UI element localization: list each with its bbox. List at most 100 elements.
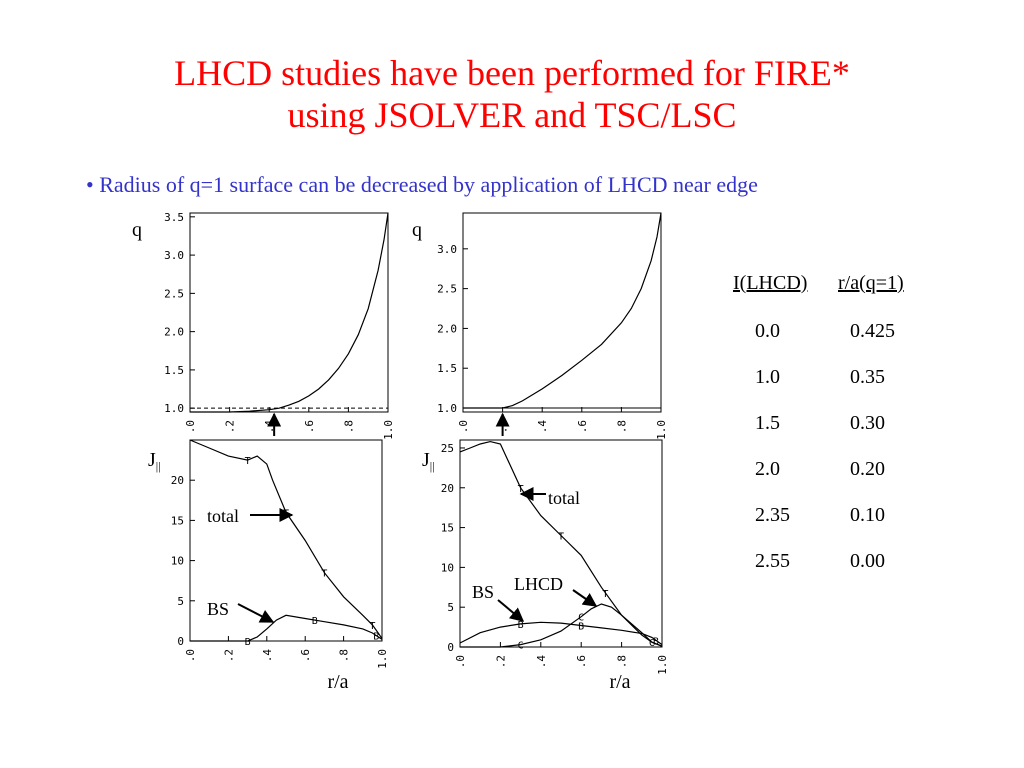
x-tick-label: .0 bbox=[457, 420, 470, 433]
x-tick-label: .2 bbox=[494, 655, 507, 668]
x-tick-label: .8 bbox=[338, 649, 351, 662]
x-tick-label: .0 bbox=[454, 655, 467, 668]
x-tick-label: .0 bbox=[184, 649, 197, 662]
y-axis-label: J|| bbox=[148, 449, 161, 473]
y-tick-label: 2.5 bbox=[437, 283, 457, 296]
series-marker-bs: B bbox=[578, 622, 584, 633]
series-marker-bs: B bbox=[373, 632, 379, 643]
series-line bbox=[463, 212, 662, 409]
table-cell: 1.0 bbox=[755, 366, 780, 388]
x-tick-label: 1.0 bbox=[655, 420, 668, 440]
x-tick-label: .4 bbox=[535, 655, 548, 669]
series-marker-bs: B bbox=[245, 637, 251, 648]
x-tick-label: .8 bbox=[342, 420, 355, 433]
x-tick-label: .2 bbox=[224, 420, 237, 433]
annotation-arrow bbox=[572, 589, 598, 607]
annotation-bs: BS bbox=[472, 582, 494, 602]
y-axis-label-subscript: || bbox=[430, 459, 435, 473]
x-tick-label: .6 bbox=[299, 649, 312, 662]
y-tick-label: 10 bbox=[171, 555, 184, 568]
plot-frame-4 bbox=[459, 439, 663, 648]
y-tick-label: 15 bbox=[171, 514, 184, 527]
x-tick-label: .4 bbox=[261, 649, 274, 663]
x-tick-label: 1.0 bbox=[656, 655, 669, 675]
table-header-ra: r/a(q=1) bbox=[838, 272, 904, 294]
y-tick-label: 0 bbox=[177, 635, 184, 648]
y-tick-label: 3.5 bbox=[164, 211, 184, 224]
y-tick-label: 10 bbox=[441, 561, 454, 574]
y-tick-label: 1.5 bbox=[437, 362, 457, 375]
table-cell: 0.30 bbox=[850, 412, 885, 434]
x-tick-label: .6 bbox=[303, 420, 316, 433]
y-tick-label: 3.0 bbox=[437, 243, 457, 256]
series-line-total bbox=[459, 440, 663, 647]
y-tick-label: 20 bbox=[171, 474, 184, 487]
annotation-arrow bbox=[497, 599, 525, 622]
x-tick-label: .2 bbox=[222, 649, 235, 662]
y-tick-label: 25 bbox=[441, 442, 454, 455]
plot-frame-2 bbox=[462, 212, 662, 413]
y-axis-label: q bbox=[132, 219, 142, 241]
annotation-lhcd: LHCD bbox=[514, 574, 563, 594]
series-marker-total: T bbox=[602, 589, 608, 600]
table-cell: 2.35 bbox=[755, 504, 790, 526]
annotation-total: total bbox=[548, 488, 580, 508]
slide-title: LHCD studies have been performed for FIR… bbox=[0, 52, 1024, 136]
annotation-total: total bbox=[207, 506, 239, 526]
y-tick-label: 15 bbox=[441, 522, 454, 535]
table-cell: 0.425 bbox=[850, 320, 895, 342]
annotation-arrow bbox=[237, 603, 275, 623]
table-cell: 1.5 bbox=[755, 412, 780, 434]
slide-title-line1: LHCD studies have been performed for FIR… bbox=[174, 53, 850, 93]
y-tick-label: 5 bbox=[177, 595, 184, 608]
series-line-bs bbox=[190, 614, 383, 642]
series-marker-total: T bbox=[321, 569, 327, 580]
y-axis-label: q bbox=[412, 219, 422, 241]
x-axis-label: r/a bbox=[327, 671, 348, 693]
series-marker-bs: B bbox=[312, 616, 318, 627]
y-tick-label: 1.5 bbox=[164, 364, 184, 377]
table-cell: 0.10 bbox=[850, 504, 885, 526]
y-axis-label-subscript: || bbox=[156, 459, 161, 473]
series-marker-total: T bbox=[558, 532, 564, 543]
y-tick-label: 2.5 bbox=[164, 287, 184, 300]
series-marker-lhcd: C bbox=[518, 641, 524, 652]
x-axis-label: r/a bbox=[609, 671, 630, 693]
x-tick-label: 1.0 bbox=[382, 420, 395, 440]
series-marker-total: T bbox=[283, 508, 289, 519]
x-tick-label: 1.0 bbox=[376, 649, 389, 669]
series-marker-lhcd: C bbox=[649, 638, 655, 649]
table-header-ilhcd: I(LHCD) bbox=[733, 272, 808, 294]
table-cell: 0.20 bbox=[850, 458, 885, 480]
y-tick-label: 1.0 bbox=[437, 402, 457, 415]
series-marker-total: T bbox=[245, 456, 251, 467]
plot-frame-3 bbox=[189, 439, 383, 642]
table-cell: 2.0 bbox=[755, 458, 780, 480]
x-tick-label: .6 bbox=[575, 655, 588, 668]
series-line bbox=[190, 212, 389, 413]
series-line-lhcd bbox=[460, 603, 663, 648]
y-tick-label: 3.0 bbox=[164, 249, 184, 262]
y-tick-label: 20 bbox=[441, 482, 454, 495]
x-tick-label: .0 bbox=[184, 420, 197, 433]
x-tick-label: .8 bbox=[615, 420, 628, 433]
bullet-point: • Radius of q=1 surface can be decreased… bbox=[86, 172, 758, 197]
y-tick-label: 2.0 bbox=[437, 322, 457, 335]
table-cell: 0.35 bbox=[850, 366, 885, 388]
y-tick-label: 2.0 bbox=[164, 326, 184, 339]
y-tick-label: 0 bbox=[447, 641, 454, 654]
series-line-bs bbox=[459, 621, 663, 646]
table-cell: 0.00 bbox=[850, 550, 885, 572]
slide-title-line2: using JSOLVER and TSC/LSC bbox=[287, 95, 737, 135]
y-tick-label: 1.0 bbox=[164, 402, 184, 415]
series-marker-bs: B bbox=[518, 620, 524, 631]
plot-frame-1 bbox=[189, 212, 389, 413]
y-axis-label: J|| bbox=[422, 449, 435, 473]
series-marker-total: T bbox=[369, 621, 375, 632]
series-marker-lhcd: C bbox=[578, 613, 584, 624]
series-marker-bs: B bbox=[653, 636, 659, 647]
table-cell: 2.55 bbox=[755, 550, 790, 572]
table-cell: 0.0 bbox=[755, 320, 780, 342]
x-tick-label: .8 bbox=[616, 655, 629, 668]
